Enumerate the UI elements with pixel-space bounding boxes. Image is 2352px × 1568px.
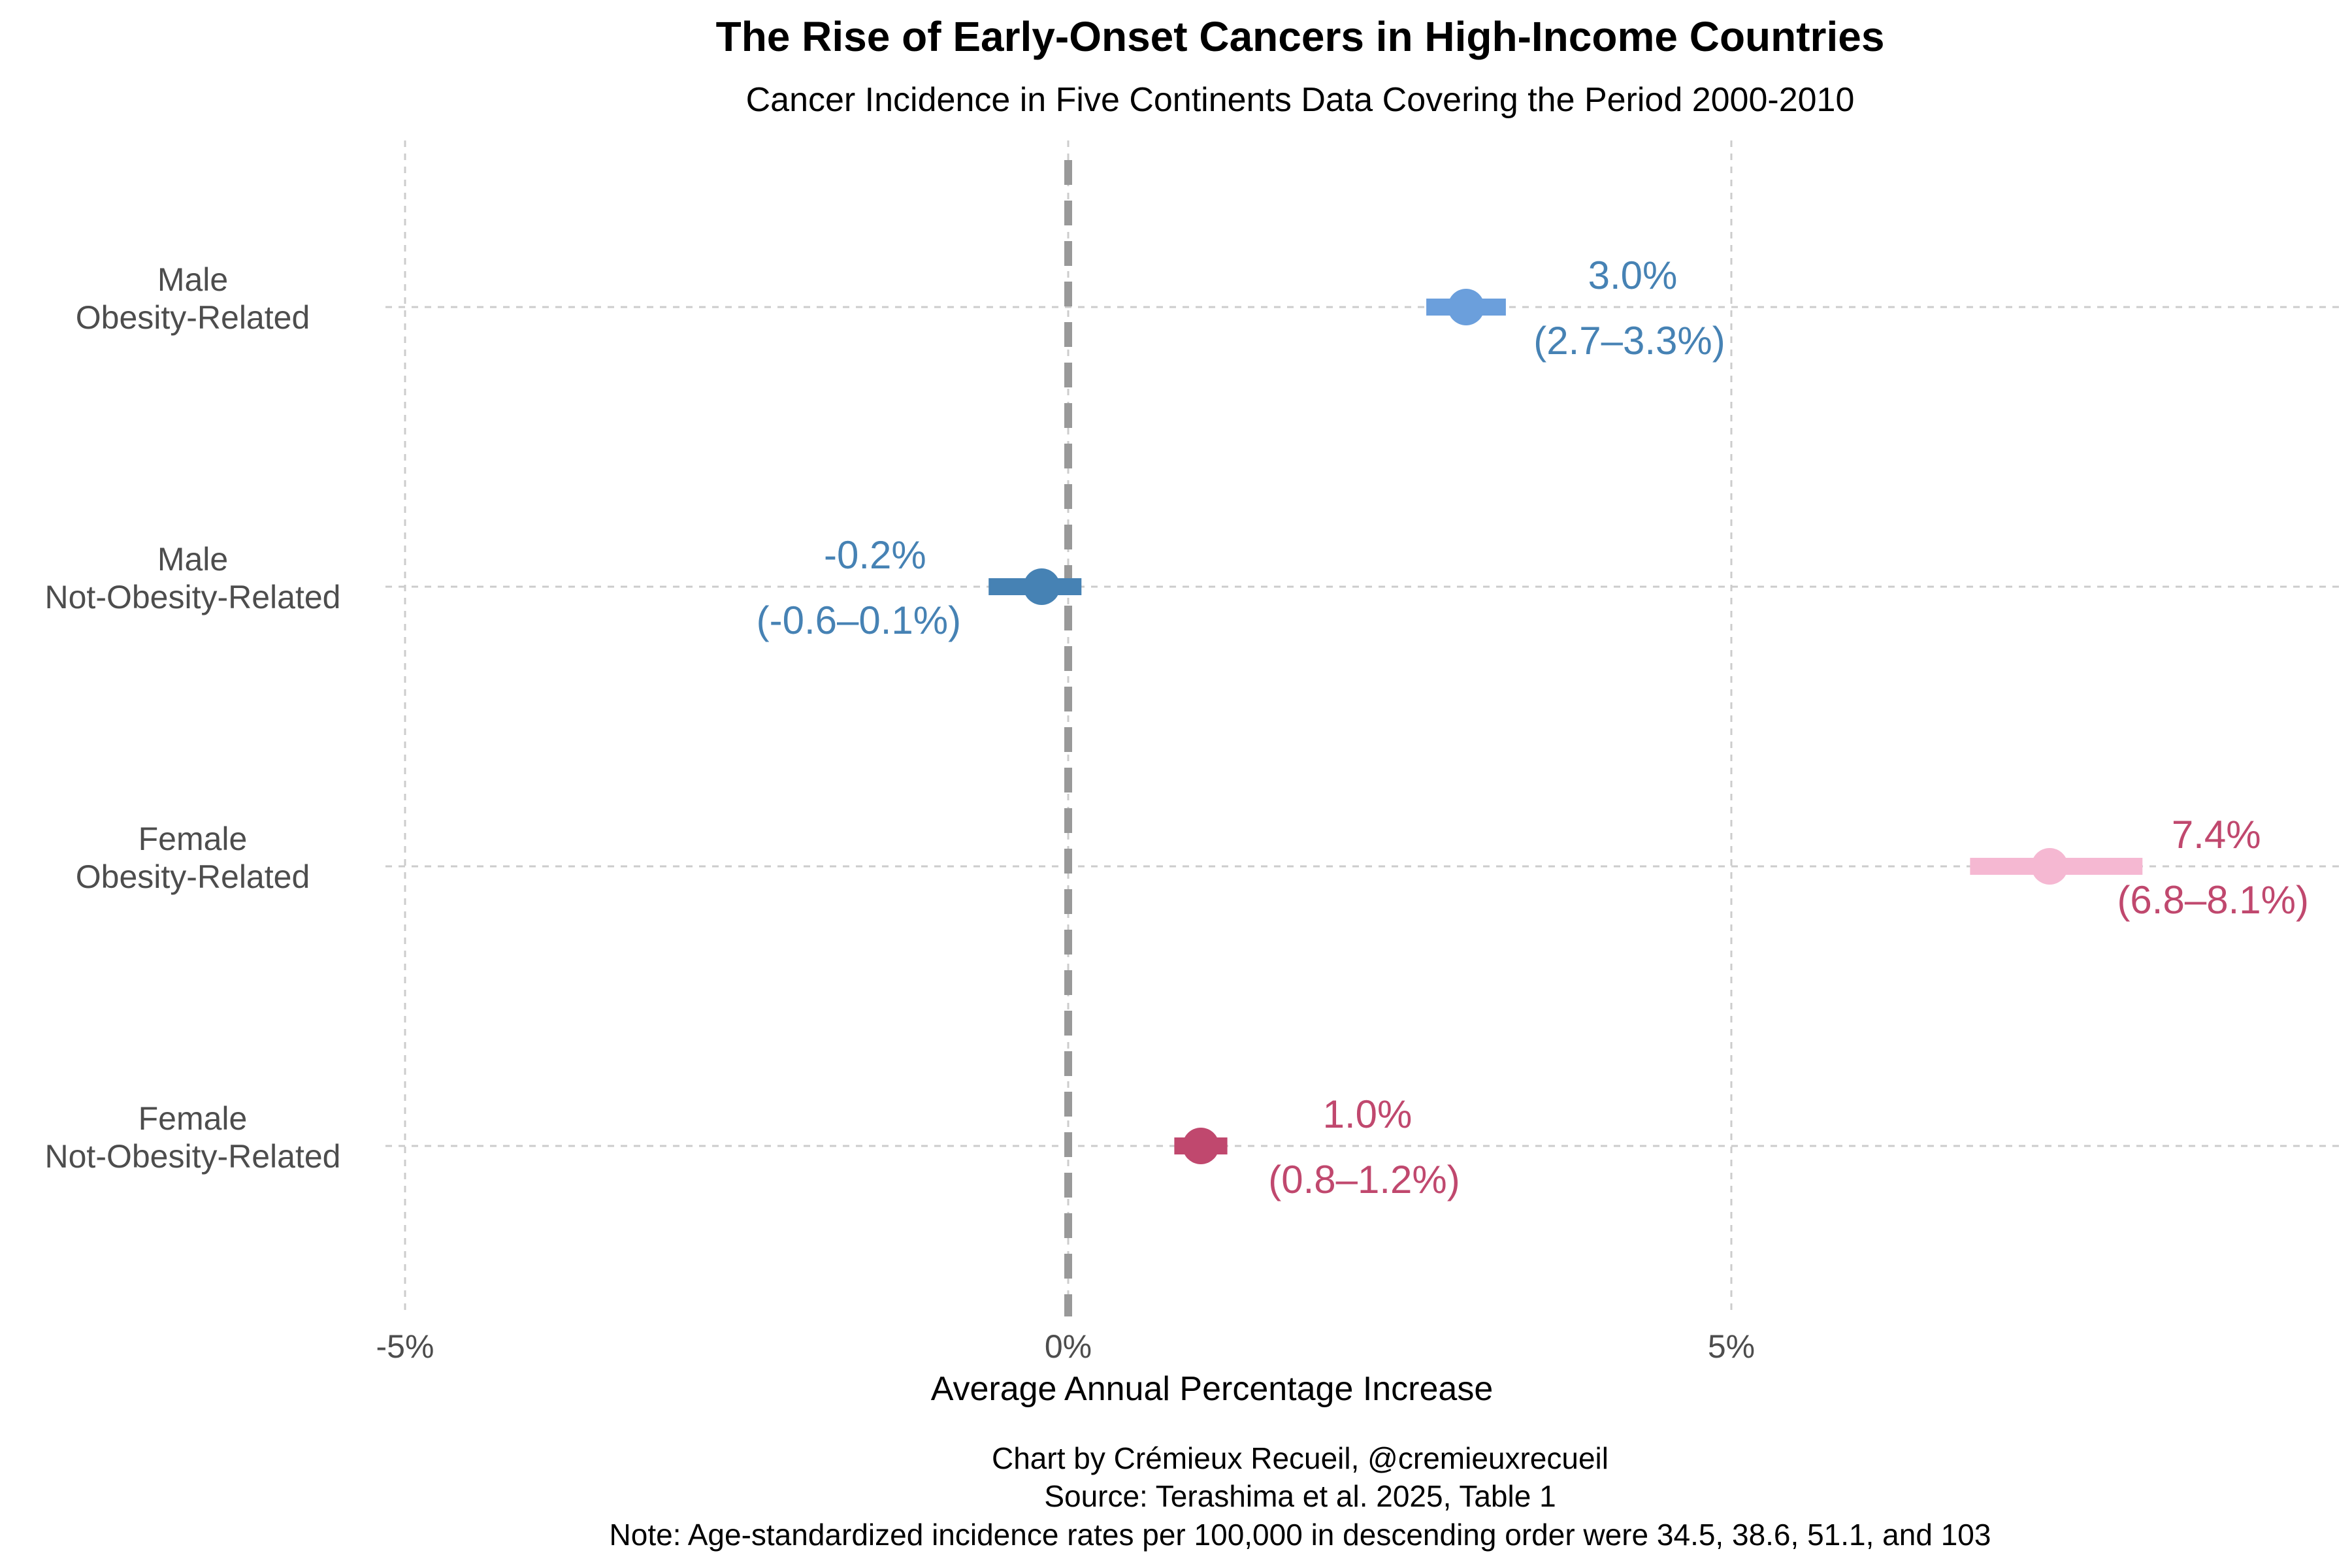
x-axis-label: Average Annual Percentage Increase	[931, 1370, 1494, 1408]
estimate-point	[1183, 1128, 1219, 1164]
estimate-label: 1.0%	[1323, 1092, 1413, 1136]
ci-label: (2.7–3.3%)	[1533, 319, 1725, 363]
estimate-label: -0.2%	[824, 533, 926, 577]
y-tick-label: Female Not-Obesity-Related	[45, 1100, 341, 1175]
x-tick-label: 5%	[1708, 1328, 1755, 1365]
caption-line-2: Source: Terashima et al. 2025, Table 1	[1044, 1479, 1556, 1513]
estimate-point	[1448, 289, 1484, 325]
estimate-label: 3.0%	[1588, 253, 1678, 297]
y-tick-label: Male Not-Obesity-Related	[45, 541, 341, 615]
caption-line-3: Note: Age-standardized incidence rates p…	[610, 1518, 1991, 1552]
ci-label: (-0.6–0.1%)	[757, 598, 961, 642]
estimate-point	[1023, 568, 1060, 605]
y-tick-label: Female Obesity-Related	[76, 821, 310, 895]
estimate-point	[2031, 848, 2068, 885]
x-tick-label: -5%	[376, 1328, 434, 1365]
ci-label: (6.8–8.1%)	[2117, 878, 2309, 922]
chart-subtitle: Cancer Incidence in Five Continents Data…	[746, 81, 1855, 119]
chart-title: The Rise of Early-Onset Cancers in High-…	[716, 13, 1885, 60]
plot-area: -5% 0% 5% Male Obesity-Related Male Not-Obesit…	[45, 140, 2339, 1365]
caption-line-1: Chart by Crémieux Recueil, @cremieuxrecu…	[992, 1441, 1609, 1475]
y-tick-label: Male Obesity-Related	[76, 261, 310, 336]
ci-label: (0.8–1.2%)	[1268, 1158, 1460, 1201]
x-tick-label: 0%	[1045, 1328, 1092, 1365]
estimate-label: 7.4%	[2172, 813, 2261, 857]
